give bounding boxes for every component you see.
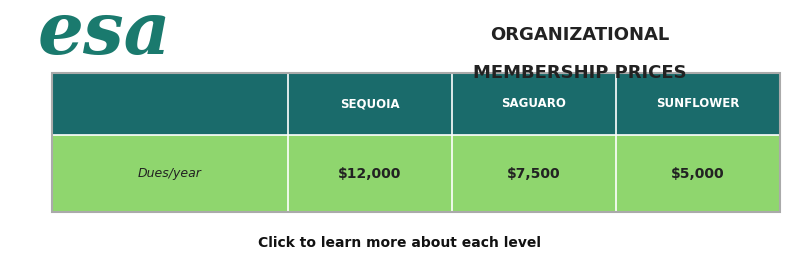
Text: ORGANIZATIONAL: ORGANIZATIONAL (490, 26, 670, 44)
Text: SEQUOIA: SEQUOIA (340, 97, 400, 110)
Text: SUNFLOWER: SUNFLOWER (656, 97, 740, 110)
Bar (52, 73, 780, 212)
Text: SAGUARO: SAGUARO (502, 97, 566, 110)
Text: Dues/year: Dues/year (138, 167, 202, 180)
Text: $12,000: $12,000 (338, 167, 402, 181)
Bar (52, 135, 780, 212)
Text: esa: esa (38, 0, 170, 69)
Text: $7,500: $7,500 (507, 167, 561, 181)
Text: Click to learn more about each level: Click to learn more about each level (258, 236, 542, 250)
Text: $5,000: $5,000 (671, 167, 725, 181)
Text: MEMBERSHIP PRICES: MEMBERSHIP PRICES (473, 63, 687, 82)
Bar (52, 73, 780, 135)
